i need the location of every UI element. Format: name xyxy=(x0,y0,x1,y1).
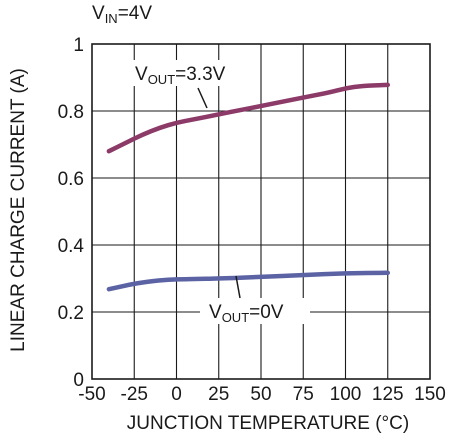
x-tick-label: 50 xyxy=(250,384,271,405)
series-line-vout-0v xyxy=(106,270,391,292)
y-tick-label: 0.4 xyxy=(58,236,85,257)
x-tick-label: 25 xyxy=(208,384,229,405)
condition-label: VIN=4V xyxy=(92,3,152,26)
series-label-bg-top xyxy=(132,60,260,86)
x-tick-label: 150 xyxy=(414,384,446,405)
x-tick-label: -25 xyxy=(121,384,148,405)
series-label-leader-bottom xyxy=(235,275,241,299)
y-tick-label: 0 xyxy=(73,370,84,391)
x-tick-label: 0 xyxy=(171,384,182,405)
x-axis-title: JUNCTION TEMPERATURE (°C) xyxy=(127,413,409,434)
x-tick-label: -50 xyxy=(78,384,105,405)
grid xyxy=(92,44,430,379)
series-line-vout-3.3v xyxy=(106,82,391,154)
y-tick-label: 1 xyxy=(73,35,84,56)
y-tick-label: 0.8 xyxy=(58,102,84,123)
plot-frame xyxy=(91,43,431,380)
series-label-bg-bottom xyxy=(200,298,310,324)
y-axis-title: LINEAR CHARGE CURRENT (A) xyxy=(8,68,29,352)
series-label-vout-3.3v: VOUT=3.3V xyxy=(135,64,226,87)
y-tick-label: 0.2 xyxy=(58,303,84,324)
y-tick-label: 0.6 xyxy=(58,169,84,190)
x-tick-label: 100 xyxy=(330,384,362,405)
x-tick-label: 75 xyxy=(293,384,314,405)
series-label-vout-0v: VOUT=0V xyxy=(209,302,284,325)
series-layer xyxy=(106,82,391,292)
tick-labels: -50 -25 0 25 50 75 100 125 150 0 0.2 0.4 0.6 0.8 1 xyxy=(58,35,446,405)
series-label-leader-top xyxy=(197,87,208,109)
x-tick-label: 125 xyxy=(372,384,404,405)
